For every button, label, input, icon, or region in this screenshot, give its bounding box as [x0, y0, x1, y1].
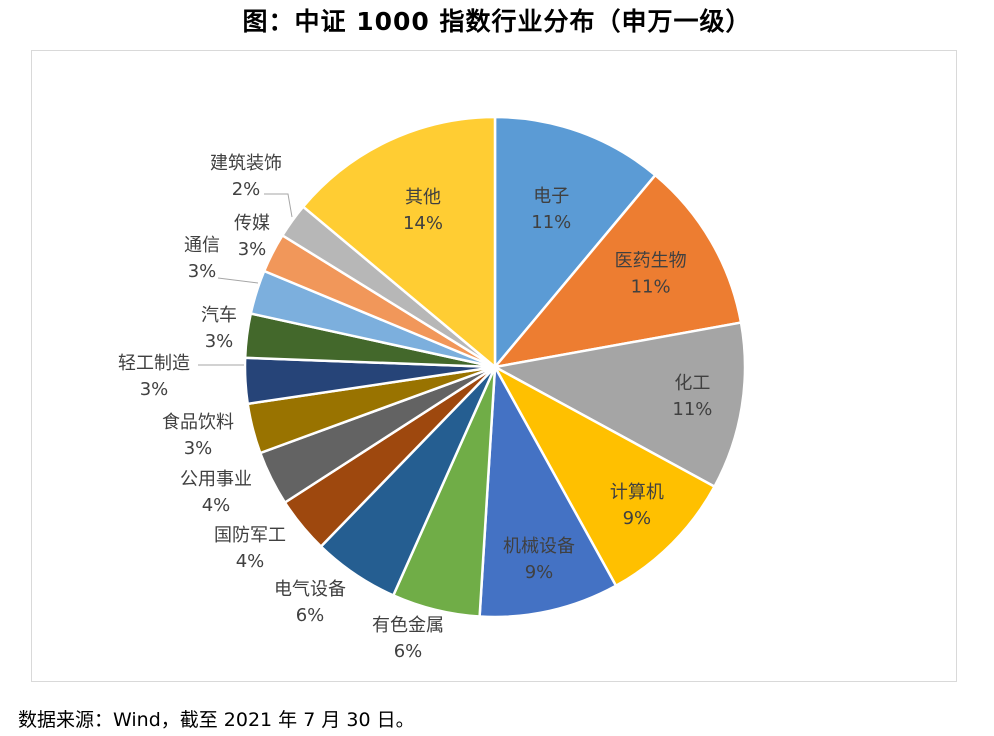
slice-name-label: 汽车	[201, 305, 237, 326]
slice-name-label: 电子	[533, 186, 569, 207]
slice-name-label: 国防军工	[214, 525, 286, 546]
pie-slice	[301, 115, 497, 370]
slice-value-label: 4%	[202, 495, 231, 516]
slice-name-label: 通信	[184, 235, 220, 256]
leader-line	[264, 193, 293, 218]
slice-value-label: 9%	[525, 562, 554, 583]
slice-value-label: 3%	[184, 438, 213, 459]
slice-name-label: 机械设备	[503, 536, 575, 557]
pie-slice	[491, 173, 743, 369]
chart-frame: 电子 11% 医药生物 11% 化工 11% 计算机 9% 机械设备 9% 有色金属 6% 电气设备 6%…	[31, 50, 957, 682]
slice-value-label: 11%	[531, 212, 571, 233]
slice-value-label: 6%	[296, 605, 325, 626]
slice-name-label: 轻工制造	[118, 353, 190, 374]
slice-value-label: 11%	[672, 399, 712, 420]
slice-value-label: 11%	[631, 277, 671, 298]
slice-name-label: 建筑装饰	[210, 153, 282, 174]
source-note: 数据来源：Wind，截至 2021 年 7 月 30 日。	[18, 709, 415, 731]
slice-value-label: 9%	[623, 508, 652, 529]
slice-name-label: 有色金属	[372, 615, 444, 636]
slice-value-label: 2%	[232, 179, 261, 200]
slice-value-label: 3%	[205, 331, 234, 352]
slice-name-label: 化工	[674, 373, 710, 394]
slice-value-label: 3%	[188, 261, 217, 282]
slice-name-label: 医药生物	[615, 251, 687, 272]
pie-slice	[493, 115, 658, 371]
slice-value-label: 6%	[394, 641, 423, 662]
pie-chart: 电子 11% 医药生物 11% 化工 11% 计算机 9% 机械设备 9% 有色金属 6% 电气设备 6%…	[118, 115, 747, 662]
slice-name-label: 电气设备	[274, 579, 346, 600]
slice-name-label: 其他	[405, 187, 441, 208]
slice-value-label: 3%	[238, 239, 267, 260]
slice-value-label: 14%	[403, 213, 443, 234]
slice-name-label: 公用事业	[180, 469, 252, 490]
pie-slice	[491, 363, 717, 588]
slice-name-label: 食品饮料	[162, 412, 234, 433]
slice-name-label: 传媒	[234, 213, 270, 234]
slice-value-label: 4%	[236, 551, 265, 572]
chart-title: 图：中证 1000 指数行业分布（申万一级）	[242, 7, 752, 36]
leader-line	[217, 277, 259, 284]
slice-name-label: 计算机	[610, 482, 664, 503]
slice-value-label: 3%	[140, 379, 169, 400]
pie-slice	[478, 362, 618, 619]
pie-slice	[491, 321, 747, 489]
